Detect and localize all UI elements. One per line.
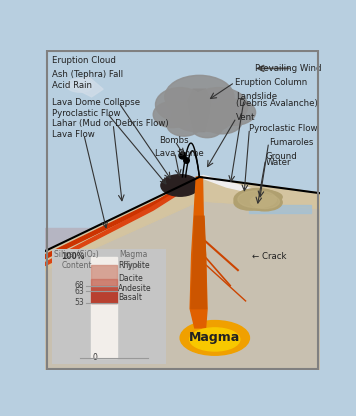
Polygon shape [199,176,261,193]
Ellipse shape [234,195,265,210]
Ellipse shape [190,328,240,351]
Bar [46,50,320,251]
Text: Eruption Cloud: Eruption Cloud [52,56,115,65]
Text: Landslide: Landslide [236,92,277,102]
Ellipse shape [153,102,192,128]
Polygon shape [199,177,320,208]
Ellipse shape [192,118,222,138]
Polygon shape [46,177,320,370]
Ellipse shape [180,321,250,355]
Polygon shape [190,177,207,328]
Polygon shape [199,177,320,208]
Text: Ash (Tephra) Fall: Ash (Tephra) Fall [52,70,123,79]
Bar [250,206,311,213]
Polygon shape [68,76,103,97]
Ellipse shape [67,78,94,92]
Ellipse shape [250,195,279,208]
Text: Pyroclastic Flow: Pyroclastic Flow [250,124,318,133]
Ellipse shape [238,191,276,208]
Polygon shape [191,216,206,309]
Ellipse shape [189,104,232,131]
Text: Eruption Column: Eruption Column [235,78,307,87]
Ellipse shape [165,75,234,119]
Ellipse shape [161,175,199,196]
Ellipse shape [203,111,242,134]
Ellipse shape [240,190,282,204]
Ellipse shape [172,101,219,131]
Text: Lava Flow: Lava Flow [52,130,94,139]
Polygon shape [188,89,211,131]
Ellipse shape [189,88,248,125]
Ellipse shape [167,114,201,136]
Polygon shape [46,177,199,270]
Polygon shape [46,182,193,265]
Ellipse shape [213,99,256,125]
Text: Ground: Ground [266,152,297,161]
Text: Magma: Magma [189,332,240,344]
Text: ← Crack: ← Crack [252,252,286,261]
Text: Prevailing Wind: Prevailing Wind [255,64,321,73]
Text: Bombs: Bombs [159,136,189,145]
Text: Acid Rain: Acid Rain [52,81,91,90]
Ellipse shape [234,188,280,210]
Polygon shape [46,178,195,259]
Text: Pyroclastic Flow: Pyroclastic Flow [52,109,120,118]
Bar [46,228,320,370]
Text: Vent: Vent [236,113,256,122]
Text: Lava Dome: Lava Dome [155,149,204,158]
Text: Fumaroles: Fumaroles [269,138,313,147]
Text: Lahar (Mud or Debris Flow): Lahar (Mud or Debris Flow) [52,119,168,129]
Text: (Debris Avalanche): (Debris Avalanche) [236,99,318,108]
Text: Water: Water [266,158,291,167]
Ellipse shape [247,194,282,211]
Text: Lava Dome Collapse: Lava Dome Collapse [52,98,140,107]
Ellipse shape [156,88,205,121]
Polygon shape [46,177,199,270]
